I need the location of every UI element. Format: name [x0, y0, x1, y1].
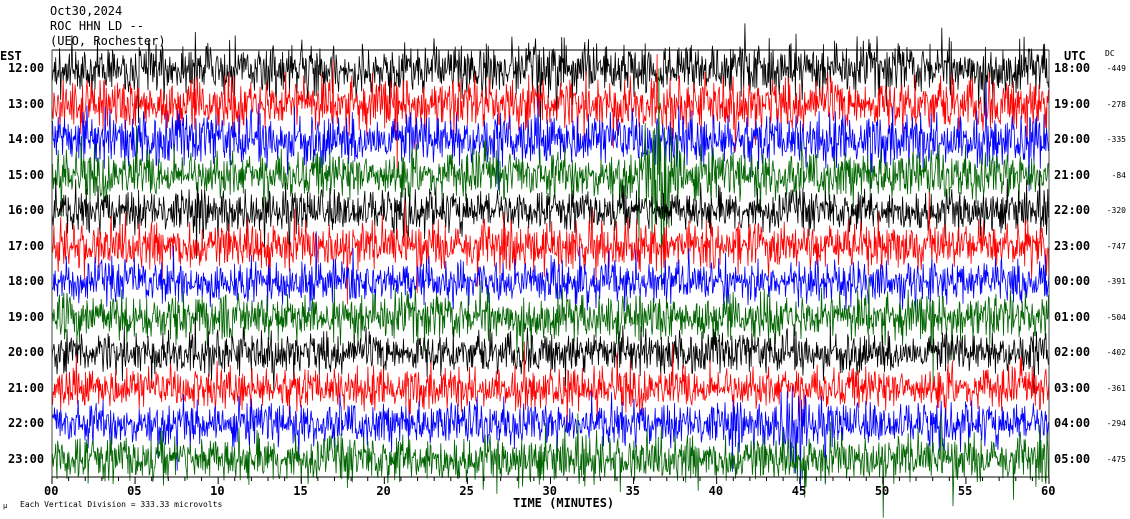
dc-value: -475: [1106, 454, 1126, 464]
est-time-label: 21:00: [8, 380, 45, 395]
utc-time-label: 00:00: [1054, 274, 1091, 288]
trace-row-2: [51, 81, 1050, 192]
dc-value: -84: [1111, 170, 1126, 180]
est-axis-label: EST: [0, 49, 22, 63]
dc-value: -504: [1106, 312, 1126, 322]
dc-value: -278: [1106, 99, 1126, 109]
utc-time-label: 05:00: [1054, 451, 1091, 466]
station-label: ROC HHN LD --: [50, 19, 144, 33]
dc-value: -402: [1106, 348, 1126, 357]
x-tick-label: 55: [957, 484, 973, 498]
mu-symbol: µ: [3, 502, 8, 510]
dc-value: -294: [1106, 419, 1126, 428]
x-tick-label: 15: [293, 484, 308, 498]
utc-axis-label: UTC: [1064, 49, 1086, 63]
utc-time-label: 20:00: [1054, 132, 1091, 146]
x-tick-label: 25: [459, 484, 474, 498]
trace-row-10: [51, 386, 1050, 492]
utc-time-label: 21:00: [1054, 167, 1091, 182]
utc-time-label: 04:00: [1054, 416, 1091, 430]
est-time-label: 13:00: [8, 96, 45, 111]
dc-value: -391: [1106, 277, 1126, 286]
dc-value: -747: [1106, 241, 1126, 251]
utc-time-label: 01:00: [1054, 309, 1091, 324]
est-time-label: 23:00: [8, 451, 45, 466]
x-tick-label: 20: [376, 484, 391, 498]
dc-value: -335: [1106, 135, 1126, 144]
x-tick-label: 60: [1041, 484, 1056, 498]
dc-value: -361: [1106, 383, 1126, 393]
x-tick-label: 10: [210, 484, 225, 498]
est-time-label: 14:00: [8, 132, 45, 146]
trace-row-11: [51, 413, 1050, 518]
est-time-label: 16:00: [8, 203, 45, 217]
trace-row-1: [51, 53, 1050, 178]
dc-label: DC: [1105, 49, 1115, 58]
utc-time-label: 19:00: [1054, 96, 1091, 111]
x-tick-label: 00: [44, 484, 59, 498]
est-time-label: 15:00: [8, 167, 45, 182]
utc-time-label: 23:00: [1054, 238, 1091, 253]
trace-row-5: [51, 191, 1050, 305]
x-tick-label: 40: [708, 484, 724, 498]
est-time-label: 12:00: [8, 61, 45, 75]
est-time-label: 17:00: [8, 238, 45, 253]
trace-row-6: [51, 231, 1050, 313]
date-label: Oct30,2024: [50, 4, 123, 18]
trace-row-7: [51, 277, 1050, 384]
dc-value: -449: [1106, 64, 1126, 73]
x-axis-title: TIME (MINUTES): [513, 496, 615, 510]
x-tick-label: 35: [625, 484, 641, 498]
x-tick-label: 45: [791, 484, 807, 498]
x-tick-label: 05: [127, 484, 142, 498]
trace-row-8: [51, 312, 1050, 394]
est-time-label: 22:00: [8, 416, 45, 430]
est-time-label: 20:00: [8, 345, 45, 359]
est-time-label: 19:00: [8, 309, 45, 324]
scale-text: Each Vertical Division = 333.33 microvol…: [20, 500, 223, 509]
location-label: (UEO, Rochester): [50, 34, 166, 48]
dc-value: -320: [1106, 206, 1126, 215]
x-tick-label: 30: [542, 484, 557, 498]
utc-time-label: 02:00: [1054, 345, 1091, 359]
utc-time-label: 03:00: [1054, 380, 1091, 395]
utc-time-label: 22:00: [1054, 203, 1091, 217]
est-time-label: 18:00: [8, 274, 45, 288]
trace-row-3: [51, 68, 1050, 286]
utc-time-label: 18:00: [1054, 61, 1091, 75]
trace-row-9: [51, 341, 1050, 430]
x-tick-label: 50: [874, 484, 890, 498]
trace-row-0: [51, 23, 1050, 124]
